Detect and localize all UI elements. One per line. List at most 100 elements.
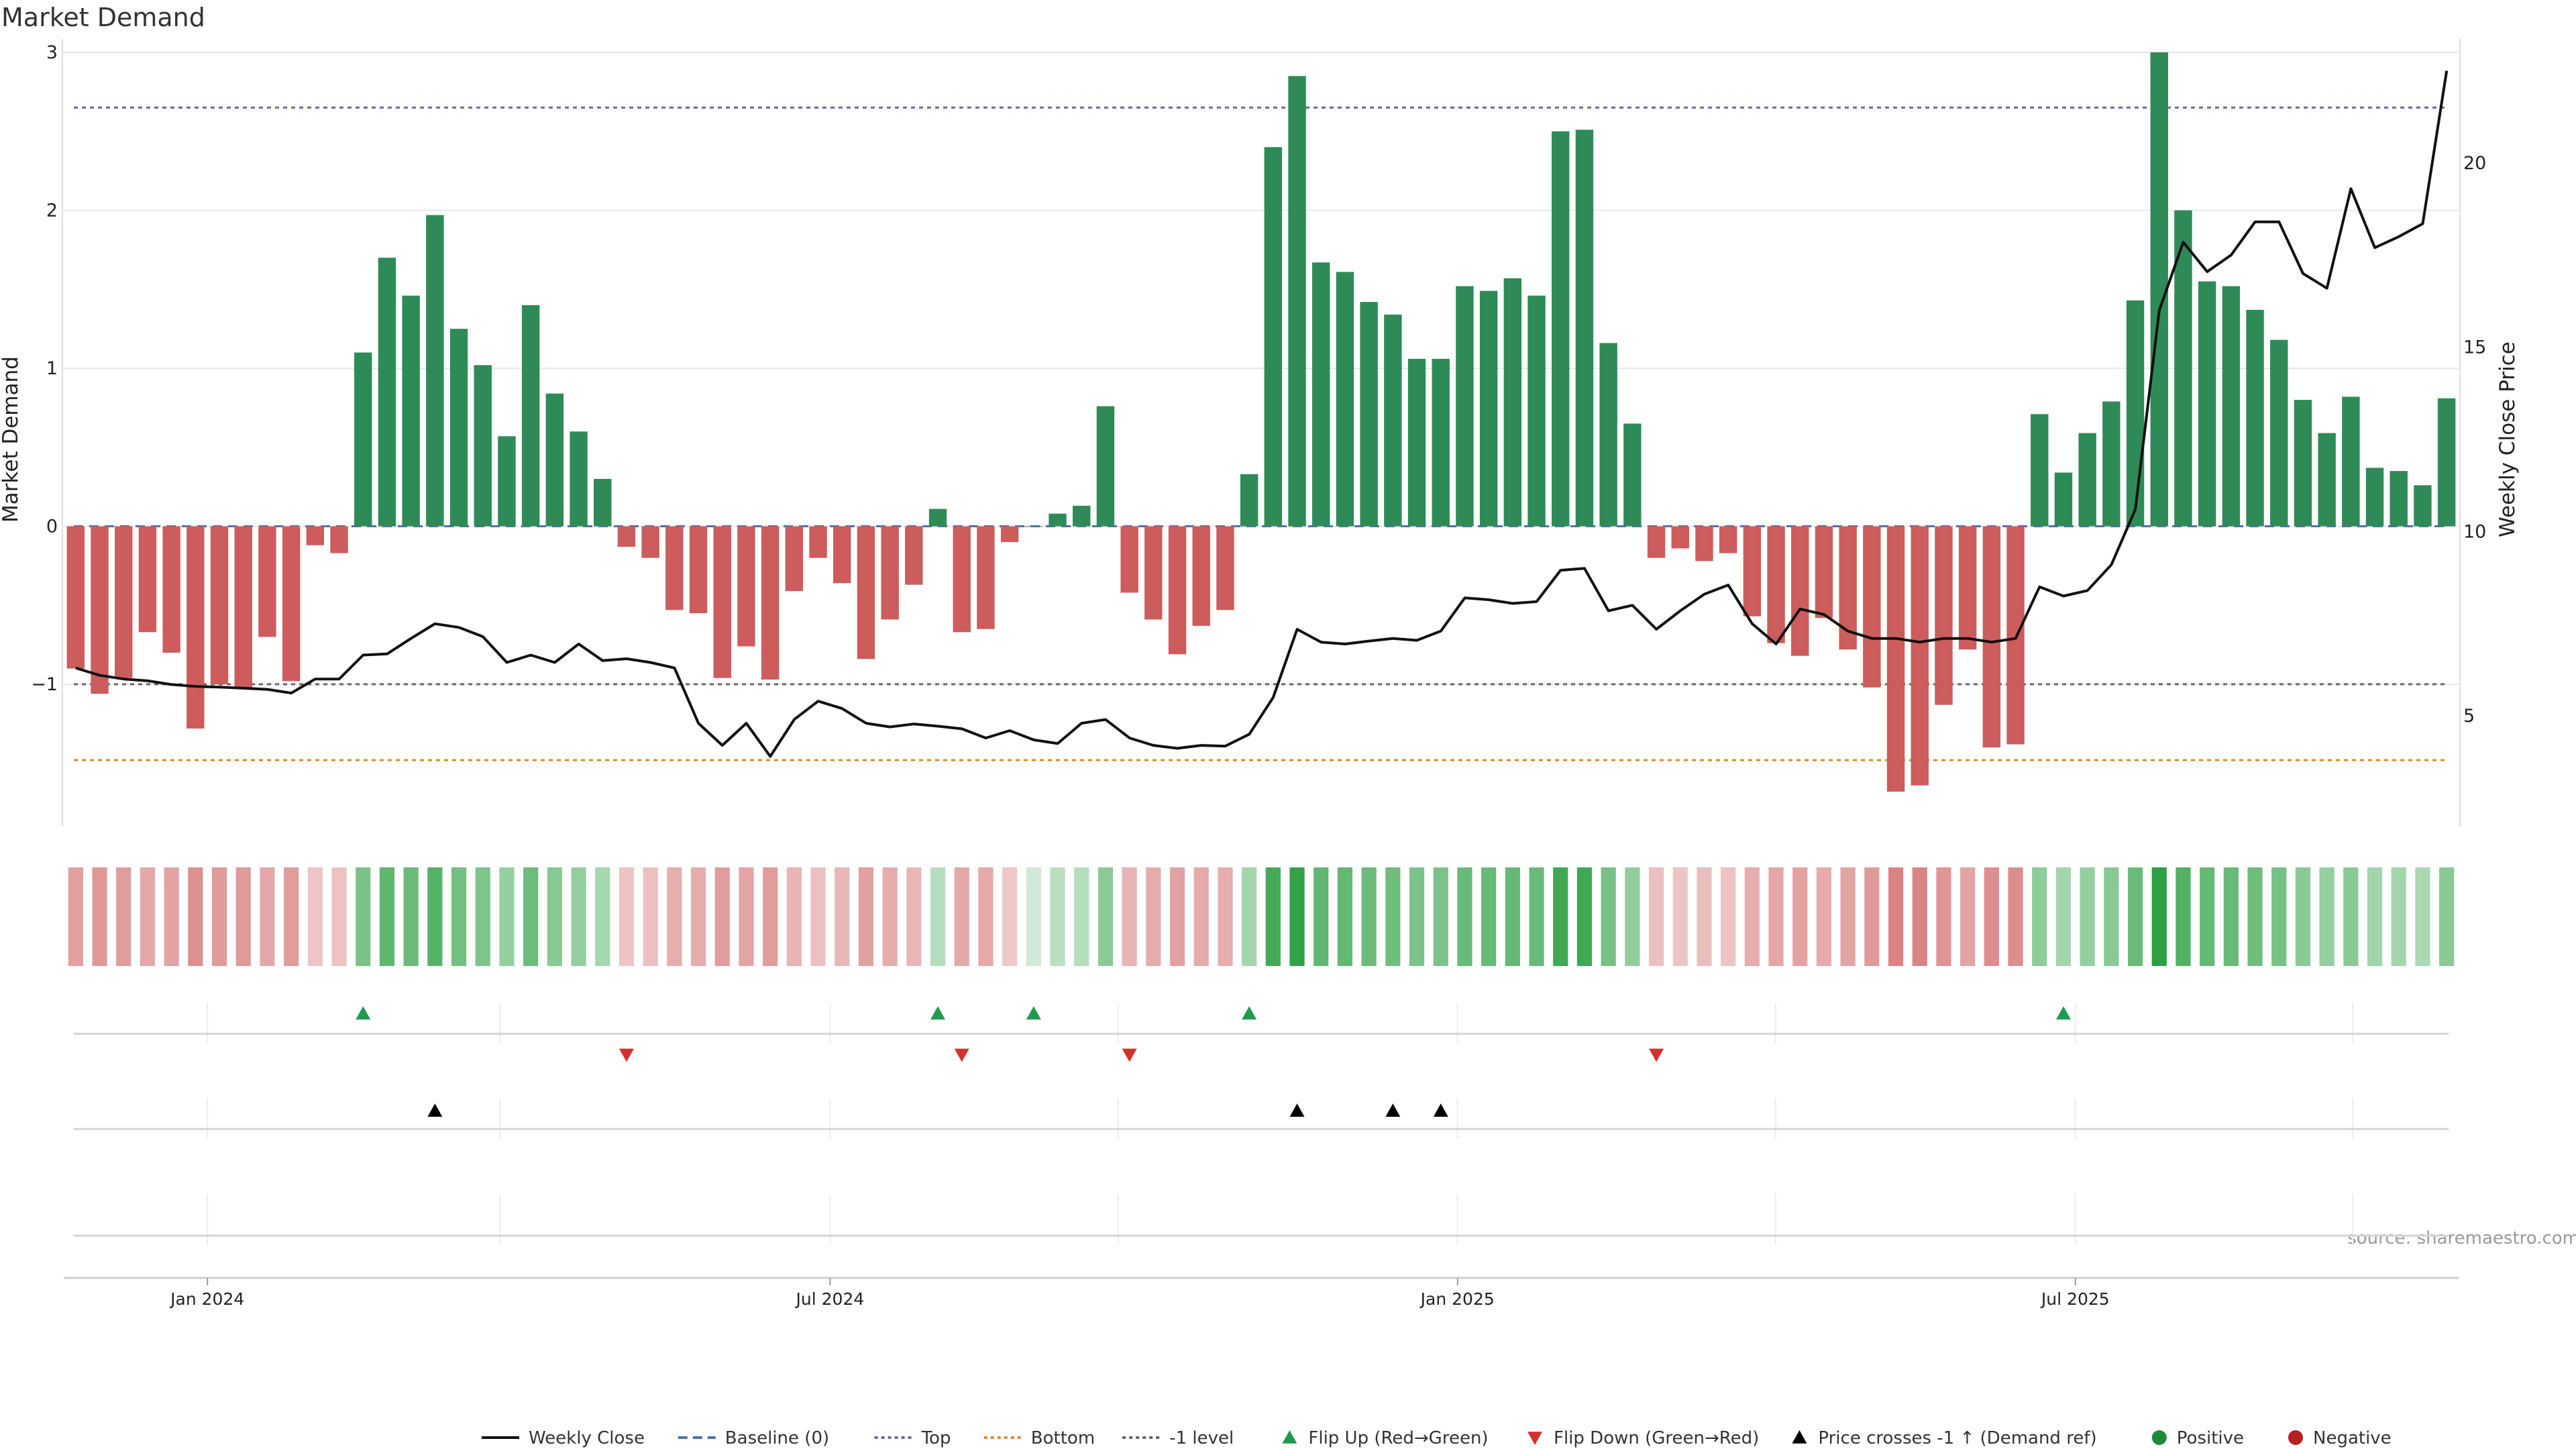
heat-cell: [619, 867, 635, 966]
heat-cell: [2319, 867, 2334, 966]
demand-bar: [2437, 398, 2456, 527]
heat-cell: [1529, 867, 1544, 966]
demand-bar: [905, 526, 923, 585]
demand-bar: [449, 329, 468, 527]
heat-cell: [2271, 867, 2287, 966]
heat-cell: [2295, 867, 2311, 966]
heat-cell: [1625, 867, 1640, 966]
heat-cell: [2343, 867, 2359, 966]
heat-cell: [1864, 867, 1880, 966]
demand-bar: [1719, 526, 1737, 553]
demand-bar: [665, 526, 684, 610]
reference-lines: [74, 106, 2449, 761]
flip-down-marker: [954, 1049, 969, 1062]
demand-bar: [1935, 526, 1953, 705]
heat-cell: [140, 867, 156, 966]
heat-cell: [2032, 867, 2047, 966]
legend-label: Negative: [2313, 1428, 2392, 1448]
demand-bar: [2222, 286, 2241, 527]
heat-cell: [1936, 867, 1951, 966]
heat-cell: [235, 867, 251, 966]
heat-cell: [427, 867, 443, 966]
heat-cell: [835, 867, 850, 966]
demand-bar: [115, 526, 133, 678]
heat-cell: [1074, 867, 1089, 966]
left-tick-label: 1: [46, 358, 58, 379]
legend-label: Price crosses -1 ↑ (Demand ref): [1818, 1428, 2096, 1448]
demand-bar: [833, 526, 851, 584]
demand-bar: [306, 526, 325, 545]
heat-cell: [1169, 867, 1185, 966]
demand-bar: [545, 393, 564, 527]
demand-bar: [282, 526, 301, 682]
heat-cell: [1984, 867, 1999, 966]
heat-cell: [810, 867, 826, 966]
heat-cell: [116, 867, 131, 966]
demand-bar: [1073, 505, 1091, 527]
heat-cell: [1026, 867, 1041, 966]
price-cross-marker: [1289, 1104, 1305, 1117]
legend-swatch-triangle: [1527, 1432, 1542, 1445]
demand-bar: [210, 526, 229, 685]
demand-bar: [881, 526, 899, 620]
demand-bar: [1982, 526, 2001, 748]
grid-layer: [64, 52, 2459, 686]
heat-cell: [1361, 867, 1377, 966]
legend-label: Weekly Close: [529, 1428, 645, 1448]
demand-bar: [1479, 290, 1498, 527]
demand-bar: [1168, 526, 1187, 655]
legend-swatch-triangle: [1792, 1430, 1807, 1444]
heat-cell: [1385, 867, 1401, 966]
signal-rows: [74, 1003, 2449, 1245]
heat-cell: [1289, 867, 1305, 966]
heat-cell: [1122, 867, 1137, 966]
left-tick-label: 0: [46, 517, 58, 537]
demand-bar: [1216, 526, 1234, 610]
heat-cell: [92, 867, 107, 966]
heat-cell: [1960, 867, 1976, 966]
price-cross-marker: [1385, 1104, 1401, 1117]
legend-label: -1 level: [1169, 1428, 1234, 1448]
demand-bar: [2198, 281, 2216, 527]
heat-cell: [1721, 867, 1736, 966]
demand-bar: [1647, 526, 1666, 558]
demand-bar: [641, 526, 659, 558]
heat-cell: [2367, 867, 2383, 966]
heat-cell: [667, 867, 682, 966]
right-axis-label: Weekly Close Price: [2496, 341, 2520, 537]
demand-bar: [1000, 526, 1019, 543]
heat-cell: [1481, 867, 1497, 966]
heat-cell: [2080, 867, 2095, 966]
demand-bar: [138, 526, 157, 633]
legend-item: Flip Down (Green→Red): [1527, 1428, 1759, 1448]
demand-bar: [426, 215, 444, 527]
flip-down-marker: [1122, 1049, 1137, 1062]
demand-bar: [1695, 526, 1713, 561]
left-tick-label: 2: [46, 201, 58, 221]
heat-cell: [1193, 867, 1209, 966]
flip-up-marker: [356, 1006, 371, 1020]
demand-bar: [1671, 526, 1689, 549]
flip-up-marker: [2055, 1006, 2071, 1020]
demand-bar: [2342, 396, 2360, 527]
heat-cell: [2055, 867, 2072, 966]
demand-bar: [2365, 468, 2384, 527]
heat-cell: [1050, 867, 1065, 966]
demand-bar: [1264, 147, 1283, 527]
demand-bar: [689, 526, 708, 614]
heat-cell: [523, 867, 539, 966]
heat-cell: [571, 867, 586, 966]
demand-bar: [1743, 526, 1762, 616]
demand-bar: [1288, 76, 1306, 527]
demand-bar: [2126, 300, 2145, 527]
heat-cell: [2104, 867, 2119, 966]
heat-cell: [1433, 867, 1448, 966]
heat-cell: [331, 867, 347, 966]
x-tick-label: Jul 2024: [795, 1289, 865, 1309]
legend-label: Positive: [2177, 1428, 2244, 1448]
heat-cell: [307, 867, 323, 966]
heat-cell: [1002, 867, 1018, 966]
weekly-close-line: [75, 70, 2449, 758]
demand-bar: [1791, 526, 1809, 656]
